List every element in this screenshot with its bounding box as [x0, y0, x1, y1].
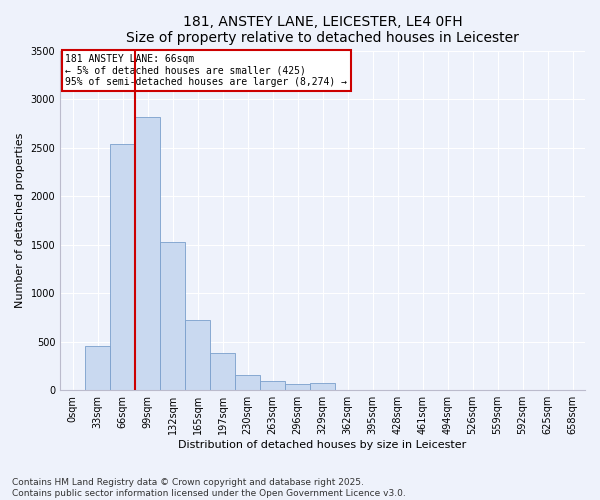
Bar: [260, 380, 285, 390]
Bar: [310, 383, 335, 390]
Bar: [135, 116, 160, 390]
Bar: [185, 320, 210, 390]
Y-axis label: Number of detached properties: Number of detached properties: [15, 132, 25, 308]
Bar: [285, 384, 310, 390]
Text: Contains HM Land Registry data © Crown copyright and database right 2025.
Contai: Contains HM Land Registry data © Crown c…: [12, 478, 406, 498]
Bar: [160, 242, 185, 390]
Bar: [85, 346, 110, 390]
Title: 181, ANSTEY LANE, LEICESTER, LE4 0FH
Size of property relative to detached house: 181, ANSTEY LANE, LEICESTER, LE4 0FH Siz…: [126, 15, 519, 45]
Bar: [110, 144, 135, 390]
X-axis label: Distribution of detached houses by size in Leicester: Distribution of detached houses by size …: [178, 440, 467, 450]
Bar: [235, 374, 260, 390]
Text: 181 ANSTEY LANE: 66sqm
← 5% of detached houses are smaller (425)
95% of semi-det: 181 ANSTEY LANE: 66sqm ← 5% of detached …: [65, 54, 347, 87]
Bar: [210, 353, 235, 390]
